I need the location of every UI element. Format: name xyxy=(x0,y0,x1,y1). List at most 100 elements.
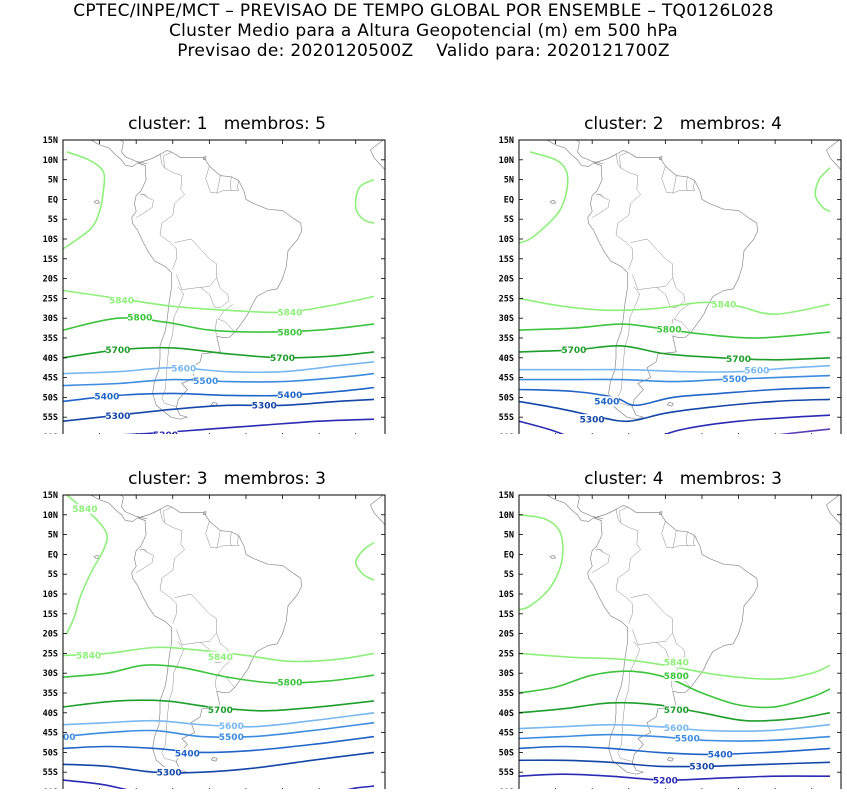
contour-line-5400 xyxy=(519,386,831,407)
contour-label-5800: 5800 xyxy=(656,324,682,335)
contour-line xyxy=(519,151,569,244)
south-america-coast xyxy=(587,149,758,420)
map-frame xyxy=(62,139,386,434)
country-border xyxy=(205,521,239,549)
contour-label-5600: 5600 xyxy=(744,365,769,377)
island xyxy=(666,757,674,762)
contour-label-5300: 5300 xyxy=(157,767,182,778)
contour-line-5500 xyxy=(519,374,831,383)
central-america-coast xyxy=(119,495,148,520)
contour-line-5200 xyxy=(663,414,831,434)
svg-text:5200: 5200 xyxy=(653,776,678,786)
lat-label: 15S xyxy=(43,610,58,620)
africa-coast xyxy=(826,495,841,526)
contour-line-5800 xyxy=(63,664,375,685)
svg-text:5840: 5840 xyxy=(208,653,233,663)
country-border xyxy=(615,508,621,523)
contour-line-5840 xyxy=(519,297,831,316)
svg-text:5800: 5800 xyxy=(127,314,152,324)
contour-label-5400: 5400 xyxy=(277,390,302,401)
country-border xyxy=(672,530,677,549)
svg-text:5500: 5500 xyxy=(50,733,75,743)
country-border xyxy=(685,176,688,191)
lat-label: 55S xyxy=(43,413,58,423)
country-border xyxy=(656,277,686,308)
svg-text:5500: 5500 xyxy=(675,735,700,745)
country-border xyxy=(216,530,221,549)
contour-line-5800 xyxy=(519,670,831,709)
country-border xyxy=(161,286,185,407)
lat-label: 10N xyxy=(43,156,58,166)
contour-line-5500 xyxy=(519,733,831,742)
island xyxy=(202,156,207,160)
svg-text:5700: 5700 xyxy=(664,706,689,716)
map-panel-cluster-1: cluster: 1 membros: 5 5840 5840 5800 5800 57… xyxy=(22,114,432,434)
svg-text:5600: 5600 xyxy=(219,722,244,732)
svg-text:5800: 5800 xyxy=(277,328,302,338)
svg-text:5300: 5300 xyxy=(157,768,182,778)
contour-label-5500: 5500 xyxy=(193,375,218,387)
svg-text:5840: 5840 xyxy=(711,301,736,311)
lat-label: 20S xyxy=(499,275,514,285)
country-border xyxy=(200,277,230,308)
contour-label-5300: 5300 xyxy=(252,400,277,412)
central-america-coast xyxy=(575,495,604,520)
svg-text:5300: 5300 xyxy=(105,412,130,422)
central-america-coast xyxy=(90,495,146,522)
contour-line-5300 xyxy=(519,398,831,423)
lat-label: 10S xyxy=(499,235,514,245)
lat-label: 45S xyxy=(499,729,514,739)
country-border xyxy=(229,176,232,191)
panel-title: cluster: 4 membros: 3 xyxy=(584,469,782,489)
country-border xyxy=(237,180,239,191)
title-line-3: Previsao de: 2020120500Z Valido para: 20… xyxy=(177,41,670,61)
svg-text:5400: 5400 xyxy=(277,391,302,401)
svg-text:5600: 5600 xyxy=(664,724,689,734)
country-border xyxy=(139,194,148,198)
country-border xyxy=(163,506,185,571)
contour-line xyxy=(65,495,108,634)
lat-label: 5S xyxy=(504,570,514,580)
lat-label: 50S xyxy=(499,393,514,403)
svg-text:5200: 5200 xyxy=(153,431,178,434)
contour-line xyxy=(814,167,831,213)
country-border xyxy=(214,318,217,335)
country-border xyxy=(163,151,185,216)
contour-label-5840: 5840 xyxy=(208,651,233,663)
svg-text:5300: 5300 xyxy=(580,415,605,425)
island xyxy=(549,199,556,204)
contour-label-5840: 5840 xyxy=(664,657,689,669)
lat-label: 60S xyxy=(499,433,514,434)
lat-label: 40S xyxy=(499,709,514,719)
country-border xyxy=(217,659,236,689)
svg-text:5400: 5400 xyxy=(94,392,119,402)
lat-label: 5N xyxy=(48,176,58,186)
country-border xyxy=(592,193,610,218)
svg-text:5500: 5500 xyxy=(219,733,244,743)
title-line-1: CPTEC/INPE/MCT – PREVISAO DE TEMPO GLOBA… xyxy=(73,1,774,21)
island xyxy=(666,402,674,407)
country-border xyxy=(136,193,154,218)
country-border xyxy=(693,180,695,191)
contour-line-5400 xyxy=(63,735,375,754)
lat-label: 40S xyxy=(43,709,58,719)
country-border xyxy=(661,166,695,194)
lat-label: 30S xyxy=(499,669,514,679)
central-america-coast xyxy=(119,140,148,165)
map-panel-cluster-4: cluster: 4 membros: 3 5840 5800 5700 5600 55… xyxy=(478,469,847,789)
panel-title: cluster: 2 membros: 4 xyxy=(584,114,782,134)
lat-label: 40S xyxy=(43,354,58,364)
lat-label: EQ xyxy=(504,550,514,560)
contour-line-5200 xyxy=(122,418,375,434)
contour-line-5200 xyxy=(63,779,128,789)
lat-label: 20S xyxy=(43,630,58,640)
south-america-coast xyxy=(587,504,758,775)
svg-text:5400: 5400 xyxy=(594,398,619,408)
contour-map: 5840580057005600550054005300520015N10N5N… xyxy=(499,491,842,789)
africa-coast xyxy=(370,495,385,526)
contour-label-5400: 5400 xyxy=(175,748,200,759)
country-border xyxy=(139,549,148,553)
contour-label-5500: 5500 xyxy=(219,731,244,743)
lat-label: 55S xyxy=(499,768,514,778)
